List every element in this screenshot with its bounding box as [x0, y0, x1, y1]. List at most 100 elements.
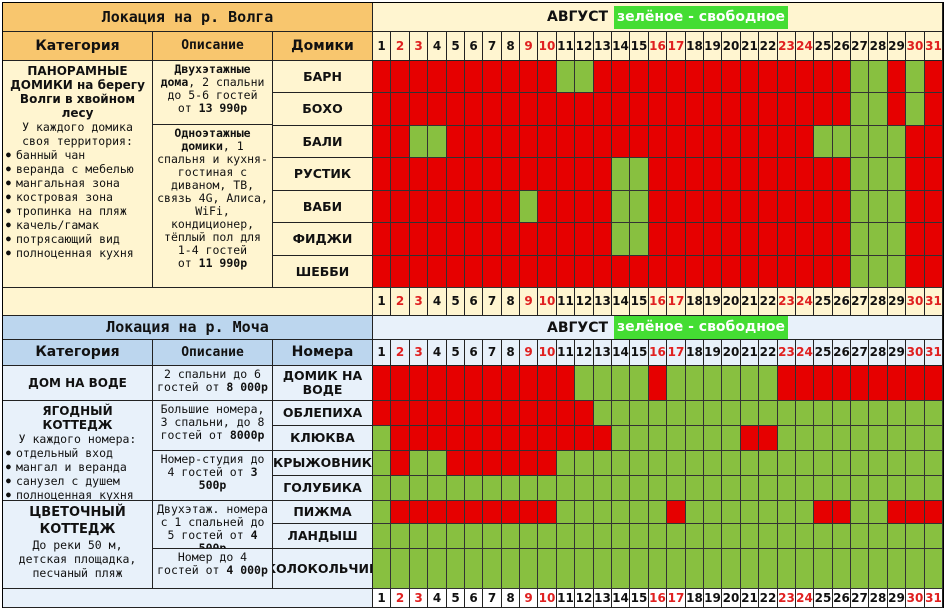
availability-cell-booked[interactable] [410, 191, 428, 223]
availability-cell-free[interactable] [722, 524, 741, 549]
availability-cell-free[interactable] [630, 401, 649, 426]
availability-cell-free[interactable] [833, 549, 851, 589]
availability-cell-free[interactable] [796, 524, 814, 549]
availability-cell-free[interactable] [851, 61, 869, 93]
availability-cell-booked[interactable] [502, 426, 520, 451]
availability-cell-booked[interactable] [704, 191, 722, 223]
availability-cell-free[interactable] [612, 524, 630, 549]
availability-cell-booked[interactable] [520, 93, 538, 126]
availability-cell-booked[interactable] [796, 223, 814, 256]
availability-cell-free[interactable] [704, 476, 722, 501]
availability-cell-booked[interactable] [538, 426, 557, 451]
availability-cell-booked[interactable] [502, 451, 520, 476]
availability-cell-booked[interactable] [520, 426, 538, 451]
availability-cell-booked[interactable] [814, 191, 833, 223]
availability-cell-booked[interactable] [925, 61, 943, 93]
availability-cell-booked[interactable] [906, 366, 925, 401]
availability-cell-booked[interactable] [447, 223, 465, 256]
availability-cell-free[interactable] [594, 524, 612, 549]
availability-cell-booked[interactable] [520, 451, 538, 476]
availability-cell-booked[interactable] [888, 93, 906, 126]
availability-cell-free[interactable] [888, 223, 906, 256]
availability-cell-booked[interactable] [410, 401, 428, 426]
availability-cell-booked[interactable] [722, 158, 741, 191]
availability-cell-booked[interactable] [428, 366, 447, 401]
availability-cell-booked[interactable] [391, 401, 410, 426]
availability-cell-free[interactable] [630, 451, 649, 476]
availability-cell-booked[interactable] [410, 223, 428, 256]
availability-cell-booked[interactable] [594, 126, 612, 158]
availability-cell-booked[interactable] [447, 401, 465, 426]
availability-cell-free[interactable] [888, 126, 906, 158]
availability-cell-booked[interactable] [759, 93, 778, 126]
availability-cell-free[interactable] [428, 549, 447, 589]
availability-cell-booked[interactable] [410, 93, 428, 126]
availability-cell-booked[interactable] [447, 501, 465, 524]
availability-cell-free[interactable] [888, 549, 906, 589]
availability-cell-free[interactable] [502, 524, 520, 549]
availability-cell-booked[interactable] [483, 501, 502, 524]
availability-cell-free[interactable] [704, 366, 722, 401]
availability-cell-free[interactable] [575, 524, 594, 549]
availability-cell-booked[interactable] [925, 223, 943, 256]
availability-cell-free[interactable] [686, 366, 704, 401]
availability-cell-booked[interactable] [814, 223, 833, 256]
availability-cell-free[interactable] [851, 426, 869, 451]
availability-cell-free[interactable] [594, 401, 612, 426]
availability-cell-free[interactable] [373, 501, 391, 524]
availability-cell-booked[interactable] [686, 256, 704, 288]
availability-cell-free[interactable] [502, 476, 520, 501]
availability-cell-free[interactable] [925, 451, 943, 476]
availability-cell-free[interactable] [833, 451, 851, 476]
availability-cell-booked[interactable] [447, 93, 465, 126]
availability-cell-booked[interactable] [575, 191, 594, 223]
availability-cell-booked[interactable] [465, 158, 483, 191]
availability-cell-booked[interactable] [594, 93, 612, 126]
availability-cell-free[interactable] [888, 524, 906, 549]
availability-cell-free[interactable] [925, 476, 943, 501]
availability-cell-free[interactable] [557, 549, 575, 589]
availability-cell-free[interactable] [612, 451, 630, 476]
availability-cell-free[interactable] [778, 401, 796, 426]
availability-cell-booked[interactable] [612, 61, 630, 93]
availability-cell-booked[interactable] [759, 223, 778, 256]
availability-cell-booked[interactable] [796, 191, 814, 223]
availability-cell-booked[interactable] [502, 223, 520, 256]
availability-cell-booked[interactable] [520, 158, 538, 191]
availability-cell-free[interactable] [704, 451, 722, 476]
availability-cell-booked[interactable] [520, 366, 538, 401]
availability-cell-free[interactable] [888, 158, 906, 191]
availability-cell-booked[interactable] [391, 501, 410, 524]
availability-cell-free[interactable] [741, 401, 759, 426]
availability-cell-free[interactable] [373, 549, 391, 589]
availability-cell-booked[interactable] [778, 366, 796, 401]
availability-cell-booked[interactable] [722, 61, 741, 93]
availability-cell-free[interactable] [722, 451, 741, 476]
availability-cell-free[interactable] [373, 426, 391, 451]
availability-cell-free[interactable] [778, 549, 796, 589]
availability-cell-booked[interactable] [557, 93, 575, 126]
availability-cell-booked[interactable] [557, 401, 575, 426]
availability-cell-free[interactable] [796, 401, 814, 426]
availability-cell-free[interactable] [759, 401, 778, 426]
availability-cell-free[interactable] [612, 158, 630, 191]
availability-cell-booked[interactable] [520, 401, 538, 426]
availability-cell-booked[interactable] [465, 223, 483, 256]
availability-cell-booked[interactable] [906, 126, 925, 158]
availability-cell-booked[interactable] [391, 158, 410, 191]
availability-cell-free[interactable] [447, 549, 465, 589]
availability-cell-free[interactable] [869, 126, 888, 158]
availability-cell-free[interactable] [796, 549, 814, 589]
availability-cell-booked[interactable] [833, 223, 851, 256]
availability-cell-free[interactable] [741, 524, 759, 549]
availability-cell-booked[interactable] [630, 93, 649, 126]
availability-cell-booked[interactable] [575, 93, 594, 126]
availability-cell-booked[interactable] [483, 451, 502, 476]
availability-cell-booked[interactable] [520, 501, 538, 524]
availability-cell-booked[interactable] [538, 256, 557, 288]
availability-cell-free[interactable] [465, 549, 483, 589]
availability-cell-booked[interactable] [428, 501, 447, 524]
availability-cell-booked[interactable] [759, 426, 778, 451]
availability-cell-booked[interactable] [483, 366, 502, 401]
availability-cell-booked[interactable] [649, 191, 667, 223]
